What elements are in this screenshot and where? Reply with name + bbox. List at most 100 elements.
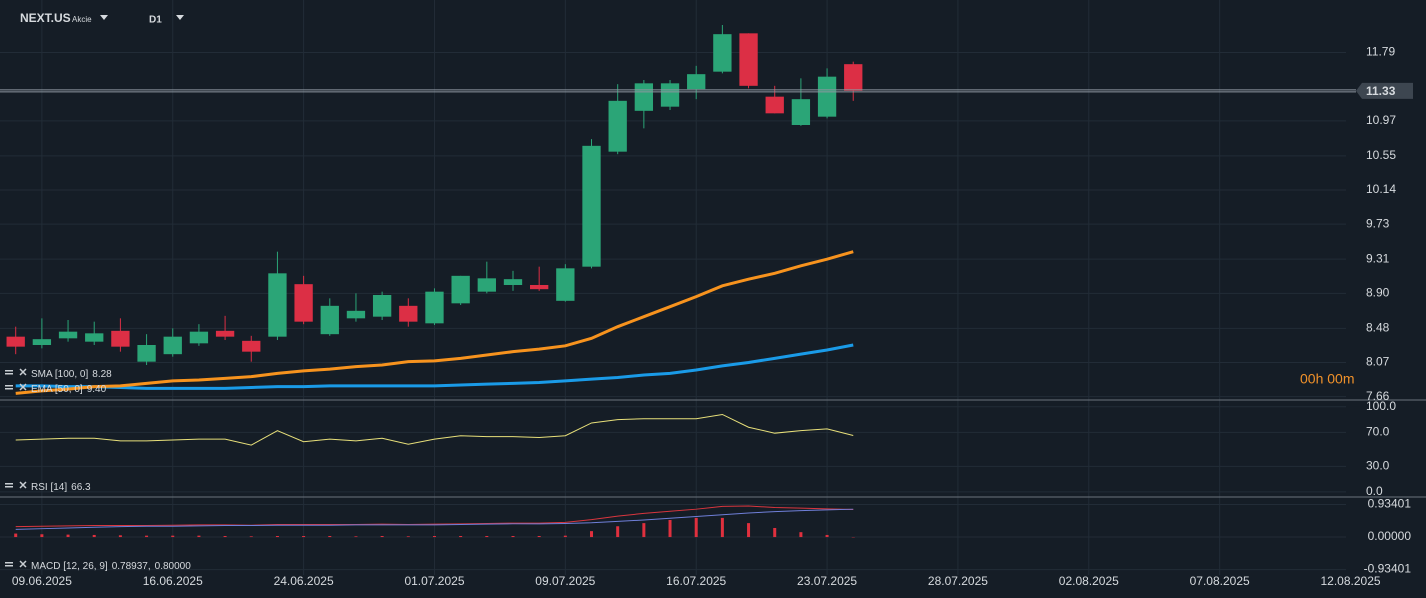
x-tick-label: 12.08.2025 [1320, 574, 1380, 588]
candle-body [294, 284, 313, 322]
candle-body [477, 278, 496, 292]
y-tick-label: 10.14 [1366, 182, 1396, 196]
candle-body [739, 33, 758, 86]
icon-bars [5, 373, 13, 375]
indicator-line [15, 250, 854, 395]
legend-value: 0.78937, [112, 561, 151, 572]
grid [0, 0, 1346, 575]
macd-histogram-bar [406, 536, 410, 538]
candle-body [765, 96, 784, 114]
y-tick-label: 7.66 [1366, 389, 1390, 403]
macd-histogram-bar [668, 519, 672, 538]
icon-bars [5, 483, 13, 485]
macd-histogram-bar [275, 536, 279, 538]
macd-histogram-bar [799, 532, 803, 538]
candle-body [451, 275, 470, 304]
x-tick-label: 01.07.2025 [404, 574, 464, 588]
y-tick-label: 0.00000 [1368, 529, 1412, 543]
x-tick-label: 09.06.2025 [12, 574, 72, 588]
legend-name: RSI [14] [31, 482, 67, 493]
legend-icon[interactable] [5, 481, 27, 489]
macd-histogram-bar [694, 517, 698, 538]
y-tick-label: -0.93401 [1364, 562, 1412, 576]
legend-icon[interactable] [5, 560, 27, 568]
legend-value: 66.3 [71, 482, 91, 493]
x-tick-label: 28.07.2025 [928, 574, 988, 588]
macd-histogram-bar [354, 536, 358, 538]
y-tick-label: 11.79 [1366, 45, 1395, 59]
macd-histogram-bar [14, 533, 18, 538]
candle-body [215, 330, 235, 337]
icon-close [19, 368, 27, 376]
legend-value: 9.40 [87, 384, 107, 395]
x-tick-label: 24.06.2025 [274, 574, 334, 588]
icon-bars [5, 388, 13, 390]
macd-line [15, 505, 854, 528]
x-tick-label: 07.08.2025 [1190, 574, 1250, 588]
candle-body [660, 83, 680, 107]
icon-close [19, 383, 27, 391]
candle-body [111, 330, 130, 347]
macd-histogram-bar [197, 535, 201, 538]
legend-entry: RSI [14] 66.3 [31, 482, 91, 493]
y-tick-label: 9.31 [1366, 251, 1390, 265]
candle-body [530, 285, 549, 290]
icon-close [19, 560, 27, 568]
macd-histogram-bar [825, 534, 829, 538]
candle-body [582, 145, 601, 267]
macd-histogram-bar [511, 536, 515, 538]
macd-histogram-bar [485, 536, 489, 538]
legend-name: EMA [50, 0] [31, 384, 83, 395]
symbol-dropdown[interactable] [100, 15, 108, 20]
candle-body [372, 295, 392, 317]
macd-histogram-bar [92, 534, 96, 538]
legend-name: MACD [12, 26, 9] [31, 561, 108, 572]
candle-body [189, 331, 209, 344]
x-tick-label: 16.06.2025 [143, 574, 203, 588]
timeframe[interactable]: D1 [149, 15, 162, 26]
y-tick-label: 8.90 [1366, 286, 1390, 300]
candle-body [137, 345, 156, 362]
plot [6, 25, 863, 538]
legend-icon[interactable] [5, 383, 27, 391]
macd-histogram-bar [616, 526, 620, 538]
macd-histogram-bar [328, 536, 332, 538]
macd-histogram-bar [720, 517, 724, 538]
y-tick-label: 30.0 [1366, 459, 1390, 473]
legend-entry: SMA [100, 0] 8.28 [31, 369, 112, 380]
candle-body [687, 74, 706, 90]
candle-body [6, 336, 25, 347]
y-tick-label: 8.48 [1366, 321, 1390, 335]
candle-body [425, 291, 444, 324]
candle-body [242, 340, 261, 352]
candle-body [85, 333, 104, 342]
macd-histogram-bar [302, 536, 306, 538]
symbol[interactable]: NEXT.US [20, 11, 71, 25]
candle-body [634, 83, 654, 111]
macd-histogram-bar [773, 527, 777, 538]
legend-entry: EMA [50, 0] 9.40 [31, 384, 107, 395]
macd-line [15, 508, 854, 530]
y-tick-label: 0.0 [1366, 484, 1383, 498]
x-tick-label: 09.07.2025 [535, 574, 595, 588]
macd-histogram-bar [118, 535, 122, 538]
candle-body [844, 64, 863, 91]
macd-histogram-bar [40, 534, 44, 538]
candle-body [346, 310, 366, 319]
legend-icon[interactable] [5, 368, 27, 376]
timeframe-dropdown[interactable] [176, 15, 184, 20]
macd-histogram-bar [66, 534, 70, 538]
candle-body [320, 305, 339, 335]
y-tick-label: 70.0 [1366, 425, 1390, 439]
y-tick-label: 9.73 [1366, 216, 1390, 230]
icon-bars [5, 370, 13, 372]
x-tick-label: 16.07.2025 [666, 574, 726, 588]
icon-bars [5, 385, 13, 387]
rsi-line [15, 413, 854, 446]
candle-body [608, 100, 627, 152]
candle-body [268, 273, 287, 337]
candle-body [556, 268, 575, 301]
legend-entry: MACD [12, 26, 9] 0.78937, 0.80000 [31, 561, 191, 572]
